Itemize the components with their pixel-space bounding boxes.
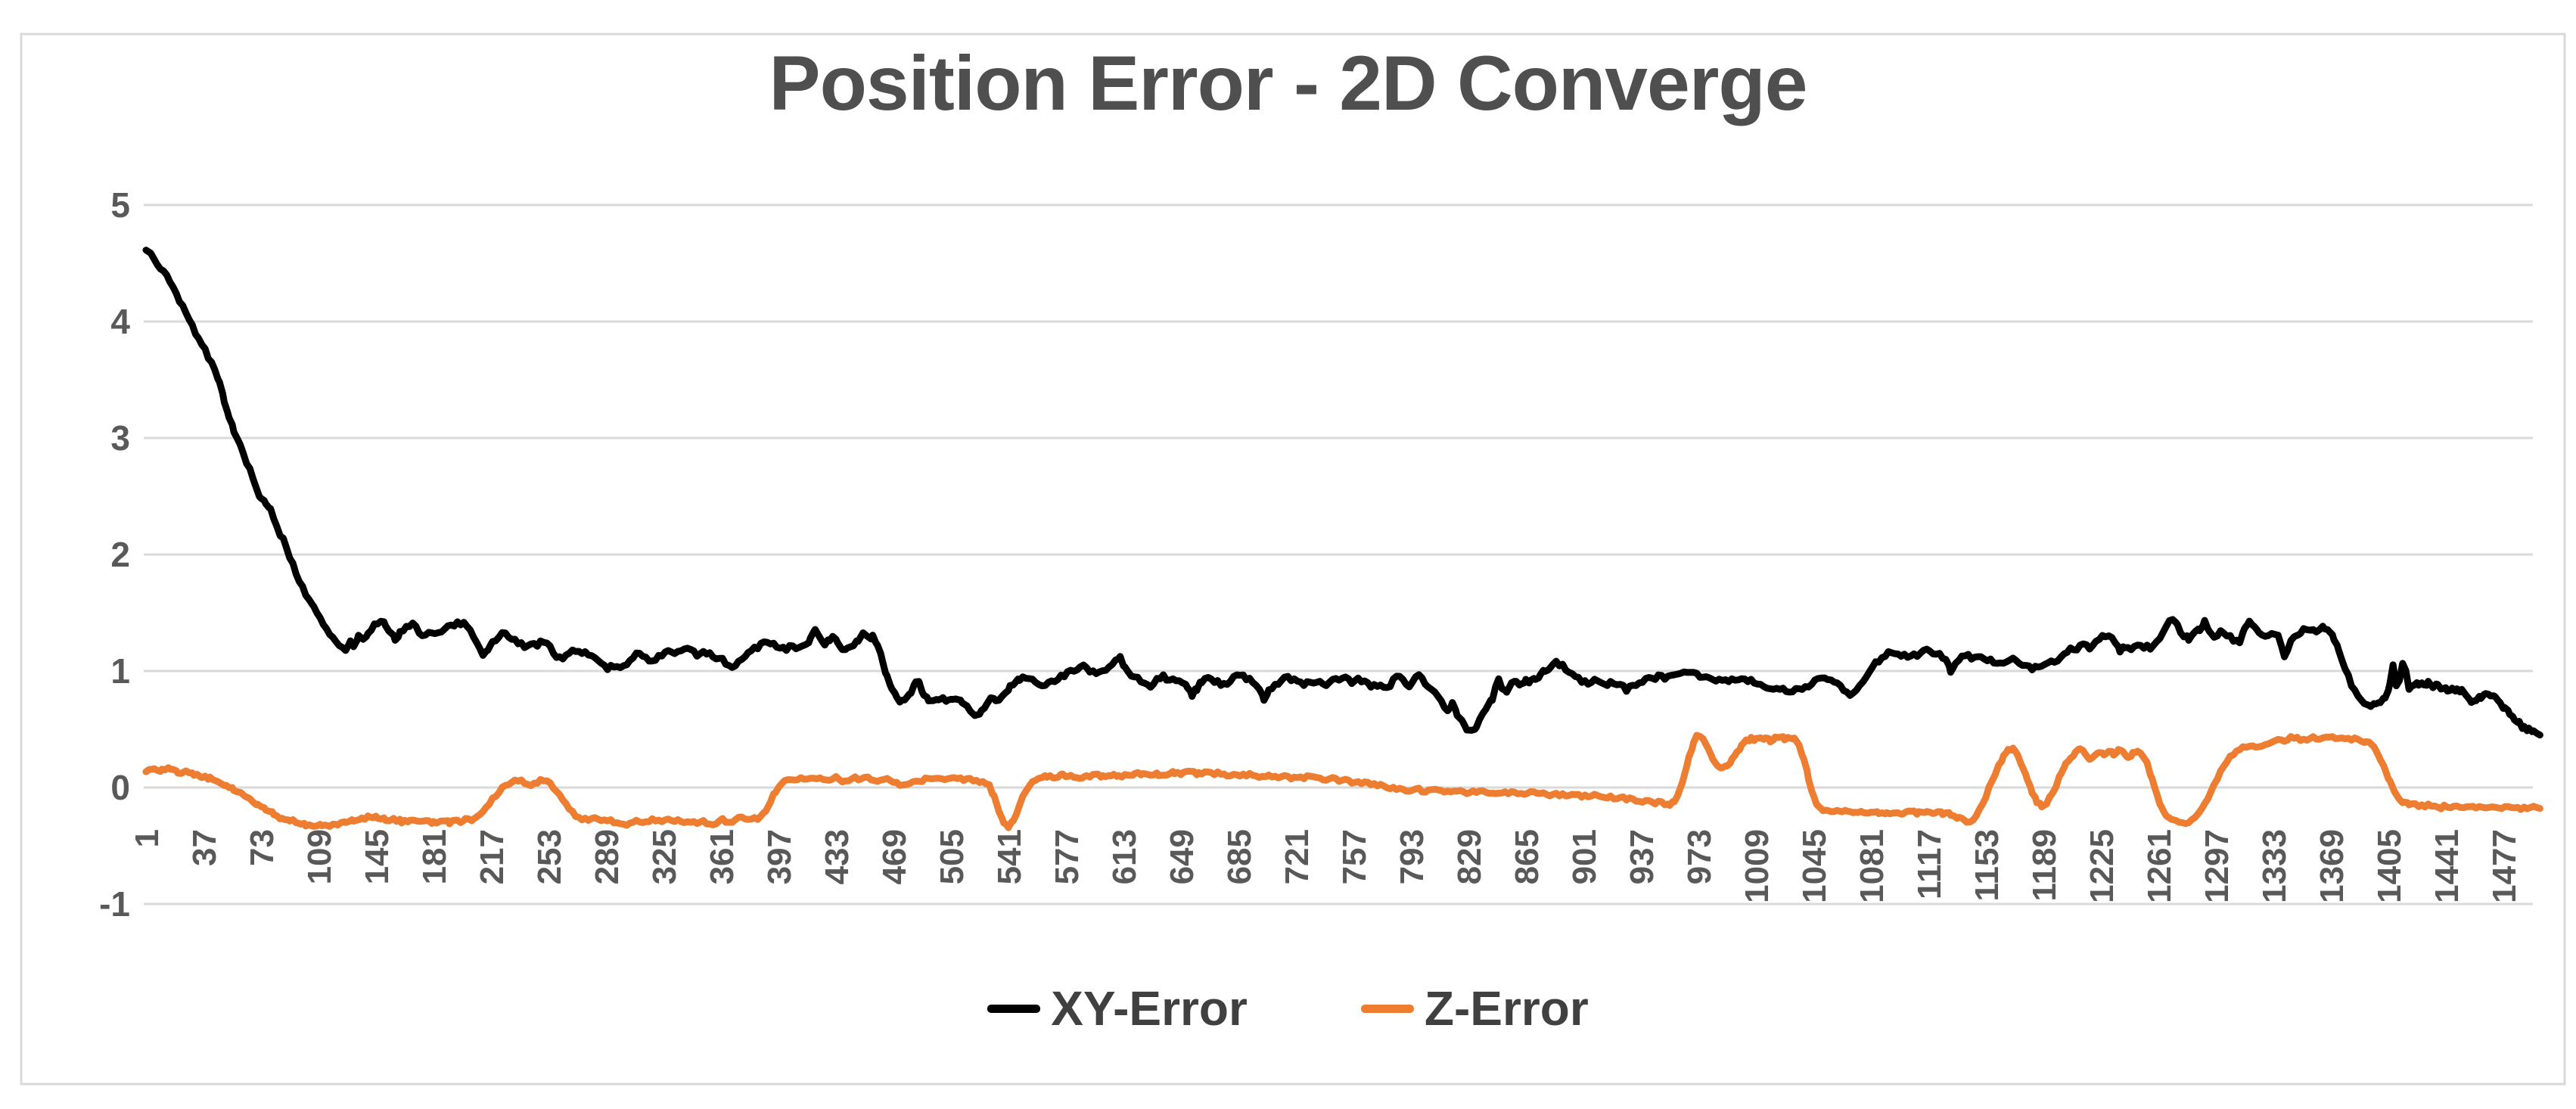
legend-label-xy-error: XY-Error (1051, 981, 1248, 1036)
xy-error-line-key-icon (987, 1004, 1041, 1013)
y-axis-tick-label: 3 (110, 418, 130, 458)
x-axis-tick-label: 793 (1394, 829, 1431, 884)
x-axis-tick-label: 541 (991, 829, 1028, 884)
x-axis-tick-label: 325 (646, 829, 683, 884)
x-axis-tick-label: 397 (761, 829, 798, 884)
x-axis-tick-label: 145 (359, 829, 396, 884)
x-axis-tick-label: 757 (1336, 829, 1373, 884)
x-axis-tick-label: 505 (934, 829, 971, 884)
x-axis-tick-label: 1333 (2256, 829, 2293, 903)
x-axis-tick-label: 181 (416, 829, 453, 884)
z-error-line-key-icon (1360, 1004, 1414, 1013)
x-axis-tick-label: 1 (129, 829, 166, 847)
y-axis-tick-label: 0 (110, 768, 130, 807)
x-axis-tick-label: 649 (1164, 829, 1201, 884)
x-axis-tick-label: 1009 (1739, 829, 1776, 903)
x-axis-tick-label: 1081 (1854, 829, 1891, 903)
x-axis-tick-label: 685 (1221, 829, 1258, 884)
x-axis-tick-label: 1405 (2371, 829, 2408, 903)
legend-label-z-error: Z-Error (1424, 981, 1589, 1036)
x-axis-tick-label: 469 (876, 829, 913, 884)
x-axis-tick-label: 937 (1624, 829, 1661, 884)
legend: XY-Error Z-Error (0, 980, 2576, 1036)
series-line-z-error (142, 732, 2543, 831)
x-axis-tick-label: 253 (531, 829, 568, 884)
x-axis-tick-label: 865 (1509, 829, 1546, 884)
x-axis-tick-label: 433 (819, 829, 856, 884)
legend-entry-xy-error: XY-Error (987, 980, 1248, 1036)
x-axis-tick-label: 1369 (2313, 829, 2351, 903)
x-axis-tick-label: 1153 (1969, 829, 2006, 901)
x-axis-tick-label: 217 (474, 829, 511, 884)
y-axis-tick-label: 2 (110, 535, 130, 574)
y-axis-tick-label: 4 (110, 302, 130, 341)
x-axis-tick-label: 361 (704, 829, 741, 884)
x-axis-tick-label: 37 (186, 829, 223, 866)
x-axis-tick-label: 289 (589, 829, 626, 884)
x-axis-tick-label: 901 (1566, 829, 1603, 884)
x-axis-tick-label: 613 (1106, 829, 1143, 884)
x-axis-tick-label: 1441 (2428, 829, 2466, 903)
chart-border (20, 33, 2566, 1086)
x-axis-tick-label: 577 (1049, 829, 1086, 884)
x-axis-tick-label: 1189 (2026, 829, 2063, 901)
x-axis-tick-label: 829 (1451, 829, 1488, 884)
series-line-xy-error (142, 247, 2543, 739)
x-axis-tick-label: 1297 (2198, 829, 2236, 903)
x-axis-tick-label: 1045 (1796, 829, 1833, 903)
y-axis-tick-label: 1 (110, 651, 130, 691)
x-axis-tick-label: 973 (1681, 829, 1718, 884)
legend-entry-z-error: Z-Error (1360, 980, 1589, 1036)
y-axis-tick-label: 5 (110, 185, 130, 225)
x-axis-tick-label: 109 (301, 829, 338, 884)
chart-title: Position Error - 2D Converge (769, 40, 1808, 126)
x-axis-tick-label: 1225 (2083, 829, 2121, 903)
x-axis-tick-label: 73 (244, 829, 281, 866)
x-axis-tick-label: 1261 (2141, 829, 2178, 903)
x-axis-tick-label: 1477 (2486, 829, 2523, 903)
x-axis-tick-label: 1117 (1911, 829, 1948, 899)
x-axis-tick-label: 721 (1279, 829, 1316, 884)
y-axis-tick-label: -1 (99, 884, 130, 924)
